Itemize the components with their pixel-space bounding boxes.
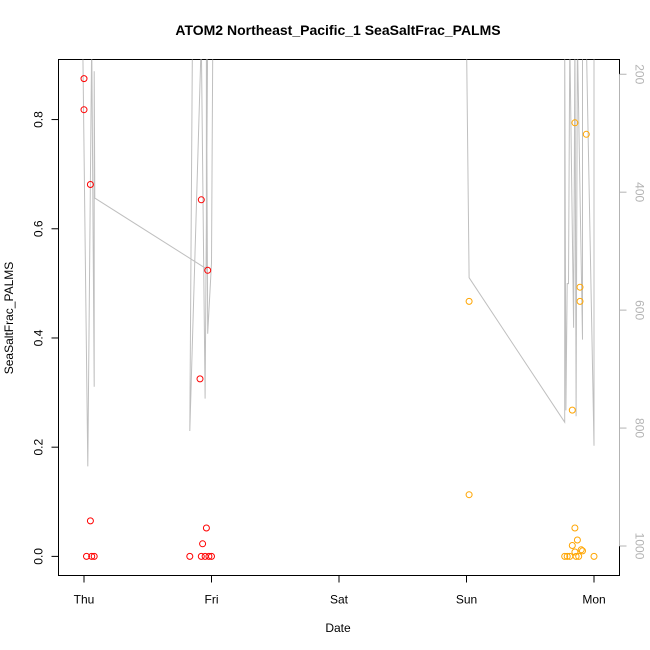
data-point-s0-12 [186,552,194,560]
y-tick-label-3: 0.6 [32,220,46,237]
y-tick-label-2: 0.4 [32,329,46,346]
data-point-s0-1 [80,106,88,114]
points-layer [80,75,598,560]
data-point-s0-6 [90,552,98,560]
x-tick-label-2: Sat [330,593,349,607]
x-tick-label-1: Fri [205,593,219,607]
data-point-s1-10 [577,546,585,554]
x-tick-label-3: Sun [456,593,477,607]
data-point-s0-15 [205,552,213,560]
data-point-s1-13 [561,552,569,560]
data-point-s1-11 [579,547,586,555]
data-point-s0-7 [197,196,205,204]
data-point-s1-3 [571,119,579,127]
y-axis-label: SeaSaltFrac_PALMS [2,262,16,375]
data-point-s1-8 [573,536,581,544]
altitude-line-layer [82,59,595,467]
data-point-s0-10 [202,524,210,532]
data-point-s1-14 [563,552,571,560]
data-point-s1-5 [576,283,584,291]
right-axis: 200 400 600 800 1000 [619,64,647,560]
data-point-s1-9 [568,542,576,549]
plot-box [58,59,620,576]
data-point-s0-13 [197,552,205,560]
data-point-s1-1 [465,491,473,499]
data-point-s1-6 [576,297,584,305]
data-point-s1-2 [568,406,576,414]
right-tick-label-2: 600 [633,300,647,320]
data-point-s0-2 [86,181,94,188]
data-point-s0-4 [83,552,90,560]
x-axis: Thu Fri Sat Sun Mon [74,575,606,607]
y-tick-label-1: 0.2 [32,439,46,456]
x-tick-label-4: Mon [582,593,605,607]
right-tick-label-4: 1000 [633,533,647,560]
y-tick-label-0: 0.0 [32,548,46,565]
data-point-s0-9 [204,266,212,274]
right-tick-label-1: 400 [633,182,647,202]
data-point-s1-7 [571,524,579,532]
altitude-line [82,59,595,467]
data-point-s1-17 [575,552,583,560]
data-point-s0-11 [199,540,207,548]
right-tick-label-3: 800 [633,418,647,438]
data-point-s0-16 [208,552,215,560]
data-point-s1-12 [571,548,579,556]
data-point-s1-0 [465,297,473,305]
data-point-s0-8 [196,375,204,383]
y-axis: 0.0 0.2 0.4 0.6 0.8 [32,111,59,565]
right-tick-label-0: 200 [633,64,647,84]
chart-title: ATOM2 Northeast_Pacific_1 SeaSaltFrac_PA… [175,22,500,38]
data-point-s1-4 [582,130,590,138]
data-point-s1-18 [590,552,598,560]
x-tick-label-0: Thu [74,593,95,607]
x-axis-label: Date [325,621,351,635]
y-tick-label-4: 0.8 [32,111,46,128]
data-point-s0-3 [86,517,94,525]
data-point-s0-0 [80,75,88,83]
data-point-s0-5 [88,552,96,560]
data-point-s1-16 [572,552,580,560]
